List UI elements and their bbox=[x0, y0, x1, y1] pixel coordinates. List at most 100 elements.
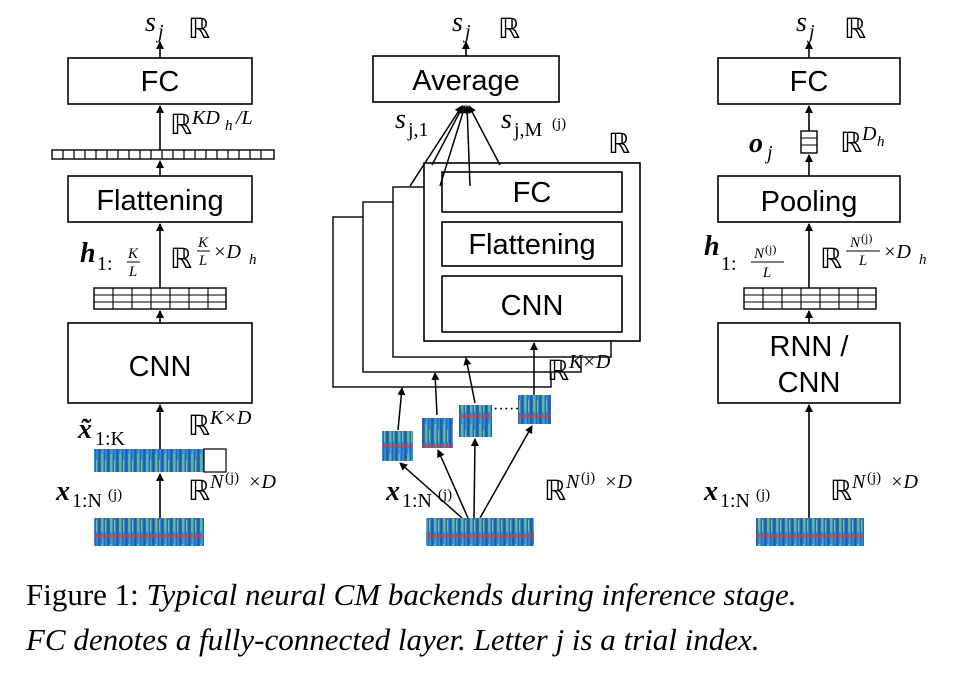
left-fc-input-sup-tail: /L bbox=[235, 107, 253, 129]
left-xt-sub: 1:K bbox=[95, 428, 126, 450]
segment-spectrogram-2 bbox=[422, 418, 453, 448]
left-h-frac-num: K bbox=[127, 246, 139, 262]
left-flatten-box bbox=[67, 175, 253, 223]
left-fc-label: FC bbox=[141, 66, 180, 98]
right-h-space-tail-sub: h bbox=[919, 252, 927, 268]
left-truncated-spectrogram bbox=[94, 449, 204, 472]
middle-sm-sub: j,M bbox=[513, 119, 543, 141]
right-x-sub-sup: (j) bbox=[756, 487, 770, 503]
middle-fan-arrows bbox=[409, 105, 501, 187]
left-h-space-tail-sub: h bbox=[249, 252, 257, 268]
left-fc-input-sup: KD bbox=[191, 107, 220, 129]
middle-cnn-label: CNN bbox=[501, 290, 564, 322]
left-feature-grid bbox=[93, 287, 227, 310]
middle-x-space: ℝ bbox=[544, 476, 566, 507]
left-output-sub: j bbox=[155, 21, 164, 43]
middle-flatten-label: Flattening bbox=[468, 229, 595, 261]
middle-output-sub: j bbox=[462, 21, 471, 43]
caption-line2-a: FC denotes a fully-connected layer. Lett… bbox=[26, 622, 556, 657]
middle-segment-arrows bbox=[397, 342, 538, 431]
right-h-space-den: L bbox=[858, 253, 867, 269]
right-h-space-num: N bbox=[849, 235, 861, 251]
right-pooling-box bbox=[717, 175, 901, 223]
left-input-spectrogram bbox=[94, 518, 204, 546]
left-h-space: ℝ bbox=[170, 244, 192, 275]
middle-s1-label: s bbox=[395, 104, 406, 135]
middle-output-space: ℝ bbox=[498, 14, 520, 45]
right-o-label: o bbox=[749, 128, 763, 159]
middle-average-box bbox=[372, 55, 560, 103]
middle-panel: s j ℝ Average FC Flattening CNN s j,1 s … bbox=[332, 7, 641, 546]
middle-seg-space: ℝ bbox=[608, 129, 630, 160]
right-rnn-label-line1: RNN / bbox=[770, 331, 850, 363]
middle-input-spectrogram bbox=[426, 518, 534, 546]
middle-fc-label: FC bbox=[513, 177, 552, 209]
left-x-space-sup: N bbox=[209, 471, 225, 493]
right-output-label: s bbox=[796, 7, 807, 38]
left-h-space-tail: ×D bbox=[213, 241, 241, 263]
middle-x-space-sup-sup: (j) bbox=[581, 470, 595, 486]
right-o-space-sup: D bbox=[861, 123, 877, 145]
right-fc-box bbox=[717, 57, 901, 105]
middle-input-arrows bbox=[399, 425, 533, 519]
right-o-space: ℝ bbox=[840, 128, 862, 159]
left-xt-space: ℝ bbox=[188, 411, 210, 442]
right-h-sub: 1: bbox=[721, 253, 737, 275]
left-xt-label: x̃ bbox=[77, 414, 92, 445]
middle-seg-in-space: ℝ bbox=[547, 356, 569, 387]
caption-line-1: Figure 1: Typical neural CM backends dur… bbox=[26, 572, 956, 617]
caption-line-2: FC denotes a fully-connected layer. Lett… bbox=[26, 617, 956, 662]
middle-x-sub: 1:N bbox=[402, 490, 432, 512]
right-x-sub: 1:N bbox=[720, 490, 750, 512]
left-fc-input-sup-sub: h bbox=[225, 118, 233, 134]
right-feature-grid bbox=[743, 287, 877, 310]
segment-spectrogram-m bbox=[518, 395, 551, 424]
right-pooling-label: Pooling bbox=[761, 186, 858, 218]
right-output-sub: j bbox=[806, 21, 815, 43]
left-x-sub-sup: (j) bbox=[108, 487, 122, 503]
left-cnn-box bbox=[67, 322, 253, 404]
middle-sm-sub-sup: (j) bbox=[552, 116, 566, 132]
left-h-space-den: L bbox=[198, 253, 207, 269]
right-h-space-tail: ×D bbox=[883, 241, 911, 263]
right-h-frac-den: L bbox=[762, 265, 771, 281]
middle-fc-box bbox=[441, 171, 623, 213]
right-o-vector bbox=[800, 130, 818, 154]
middle-cnn-box bbox=[441, 275, 623, 333]
middle-flatten-box bbox=[441, 221, 623, 267]
right-o-sub: j bbox=[764, 142, 773, 164]
cm-backends-diagram: s j ℝ FC ℝ KD h /L Flattening h 1: K L ℝ… bbox=[51, 7, 927, 546]
left-fc-box bbox=[67, 57, 253, 105]
middle-x-space-tail: ×D bbox=[604, 471, 632, 493]
left-x-label: x bbox=[55, 476, 70, 507]
left-output-label: s bbox=[145, 7, 156, 38]
right-rnn-box bbox=[717, 322, 901, 404]
right-rnn-label-line2: CNN bbox=[778, 367, 841, 399]
middle-s1-sub: j,1 bbox=[407, 119, 429, 141]
left-x-space-sup-sup: (j) bbox=[225, 470, 239, 486]
caption-prefix: Figure 1: bbox=[26, 577, 139, 612]
right-output-space: ℝ bbox=[844, 14, 866, 45]
left-flatten-label: Flattening bbox=[96, 185, 223, 217]
left-fc-input-space: ℝ bbox=[170, 110, 192, 141]
left-h-space-num: K bbox=[197, 235, 209, 251]
segment-spectrogram-1 bbox=[382, 431, 413, 461]
segment-spectrogram-3 bbox=[459, 405, 492, 437]
caption-line2-b: is a trial index. bbox=[564, 622, 760, 657]
right-h-space: ℝ bbox=[820, 244, 842, 275]
right-fc-label: FC bbox=[790, 66, 829, 98]
right-h-label: h bbox=[704, 231, 720, 262]
right-x-space: ℝ bbox=[830, 476, 852, 507]
left-cnn-label: CNN bbox=[129, 351, 192, 383]
right-x-space-tail: ×D bbox=[890, 471, 918, 493]
middle-ellipsis: ····· bbox=[493, 401, 520, 418]
left-x-sub: 1:N bbox=[72, 490, 102, 512]
left-panel: s j ℝ FC ℝ KD h /L Flattening h 1: K L ℝ… bbox=[51, 7, 276, 546]
left-x-space: ℝ bbox=[188, 476, 210, 507]
right-x-space-sup: N bbox=[851, 471, 867, 493]
middle-seg-in-sup: K×D bbox=[568, 351, 611, 373]
left-x-space-tail: ×D bbox=[248, 471, 276, 493]
right-h-space-num-sup: (j) bbox=[861, 231, 872, 245]
figure-caption: Figure 1: Typical neural CM backends dur… bbox=[26, 572, 956, 662]
caption-line1-text: Typical neural CM backends during infere… bbox=[146, 577, 797, 612]
